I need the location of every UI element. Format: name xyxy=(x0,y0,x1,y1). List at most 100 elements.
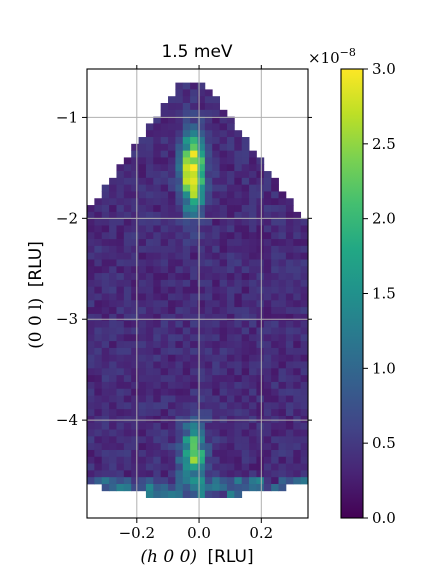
heatmap-cell xyxy=(153,143,162,152)
heatmap-cell xyxy=(87,279,95,288)
heatmap-cell xyxy=(249,415,257,424)
heatmap-cell xyxy=(197,375,206,383)
heatmap-cell xyxy=(101,259,110,267)
heatmap-cell xyxy=(145,232,154,240)
heatmap-cell xyxy=(212,252,220,260)
heatmap-cell xyxy=(293,381,302,390)
heatmap-cell xyxy=(94,375,103,383)
heatmap-cell xyxy=(101,470,110,478)
heatmap-cell xyxy=(94,443,103,451)
heatmap-cell xyxy=(278,198,287,206)
heatmap-cell xyxy=(197,327,206,335)
heatmap-cell xyxy=(87,259,95,267)
heatmap-cell xyxy=(278,443,287,451)
heatmap-cell xyxy=(293,477,302,485)
heatmap-cell xyxy=(109,409,117,417)
heatmap-cell xyxy=(182,422,191,430)
heatmap-cell xyxy=(116,293,125,301)
heatmap-cell xyxy=(219,449,228,458)
heatmap-cell xyxy=(197,320,206,328)
heatmap-cell xyxy=(197,490,206,498)
heatmap-cell xyxy=(182,307,191,315)
heatmap-cell xyxy=(241,402,250,410)
heatmap-cell xyxy=(190,171,198,179)
heatmap-cell xyxy=(168,143,176,152)
heatmap-cell xyxy=(263,266,272,274)
heatmap-cell xyxy=(101,381,110,390)
heatmap-cell xyxy=(145,429,154,437)
heatmap-cell xyxy=(219,415,228,424)
heatmap-cell xyxy=(116,198,125,206)
heatmap-cell xyxy=(94,313,103,322)
heatmap-cell xyxy=(241,150,250,158)
heatmap-cell xyxy=(153,436,162,444)
heatmap-cell xyxy=(123,470,132,478)
heatmap-cell xyxy=(212,347,220,356)
heatmap-cell xyxy=(293,327,302,335)
heatmap-cell xyxy=(249,449,257,458)
heatmap-cell xyxy=(116,477,125,485)
heatmap-cell xyxy=(131,381,139,390)
heatmap-cell xyxy=(145,307,154,315)
heatmap-cell xyxy=(300,395,308,403)
heatmap-cell xyxy=(101,191,110,199)
heatmap-cell xyxy=(109,375,117,383)
heatmap-cell xyxy=(153,266,162,274)
colorbar-tick-label: 0.0 xyxy=(372,509,396,527)
heatmap-cell xyxy=(190,395,198,403)
heatmap-cell xyxy=(263,477,272,485)
heatmap-cell xyxy=(278,211,287,220)
heatmap-cell xyxy=(116,470,125,478)
heatmap-cell xyxy=(182,245,191,254)
heatmap-cell xyxy=(101,388,110,396)
heatmap-cell xyxy=(145,198,154,206)
heatmap-cell xyxy=(256,402,265,410)
heatmap-cell xyxy=(138,266,147,274)
heatmap-cell xyxy=(182,415,191,424)
heatmap-cell xyxy=(160,225,169,233)
heatmap-cell xyxy=(116,320,125,328)
heatmap-cell xyxy=(293,307,302,315)
heatmap-cell xyxy=(256,164,265,172)
heatmap-cell xyxy=(138,164,147,172)
heatmap-cell xyxy=(160,137,169,145)
heatmap-cell xyxy=(271,225,279,233)
heatmap-cell xyxy=(249,184,257,192)
heatmap-cell xyxy=(219,205,228,213)
heatmap-cell xyxy=(160,232,169,240)
heatmap-cell xyxy=(212,211,220,220)
heatmap-cell xyxy=(123,347,132,356)
heatmap-cell xyxy=(285,273,294,281)
heatmap-cell xyxy=(190,259,198,267)
heatmap-cell xyxy=(153,449,162,458)
heatmap-cell xyxy=(153,225,162,233)
heatmap-cell xyxy=(241,429,250,437)
colorbar-ticks: 0.00.51.01.52.02.53.0 xyxy=(363,60,396,527)
heatmap-cell xyxy=(138,259,147,267)
heatmap-cell xyxy=(285,218,294,226)
heatmap-cell xyxy=(271,470,279,478)
heatmap-cell xyxy=(190,130,198,138)
heatmap-cell xyxy=(219,279,228,288)
heatmap-cell xyxy=(241,361,250,369)
heatmap-cell xyxy=(234,143,243,152)
heatmap-cell xyxy=(234,279,243,288)
heatmap-cell xyxy=(182,177,191,186)
heatmap-cell xyxy=(204,456,213,464)
heatmap-cell xyxy=(153,313,162,322)
heatmap-cell xyxy=(145,334,154,342)
heatmap-cell xyxy=(219,143,228,152)
heatmap-cell xyxy=(271,456,279,464)
heatmap-cell xyxy=(226,436,235,444)
heatmap-cell xyxy=(219,157,228,165)
heatmap-cell xyxy=(175,300,184,308)
heatmap-cell xyxy=(234,177,243,186)
heatmap-cell xyxy=(145,266,154,274)
heatmap-cell xyxy=(285,456,294,464)
heatmap-cell xyxy=(175,273,184,281)
heatmap-cell xyxy=(226,470,235,478)
heatmap-cell xyxy=(168,395,176,403)
heatmap-cell xyxy=(145,211,154,220)
heatmap-cell xyxy=(249,273,257,281)
heatmap-cell xyxy=(153,477,162,485)
